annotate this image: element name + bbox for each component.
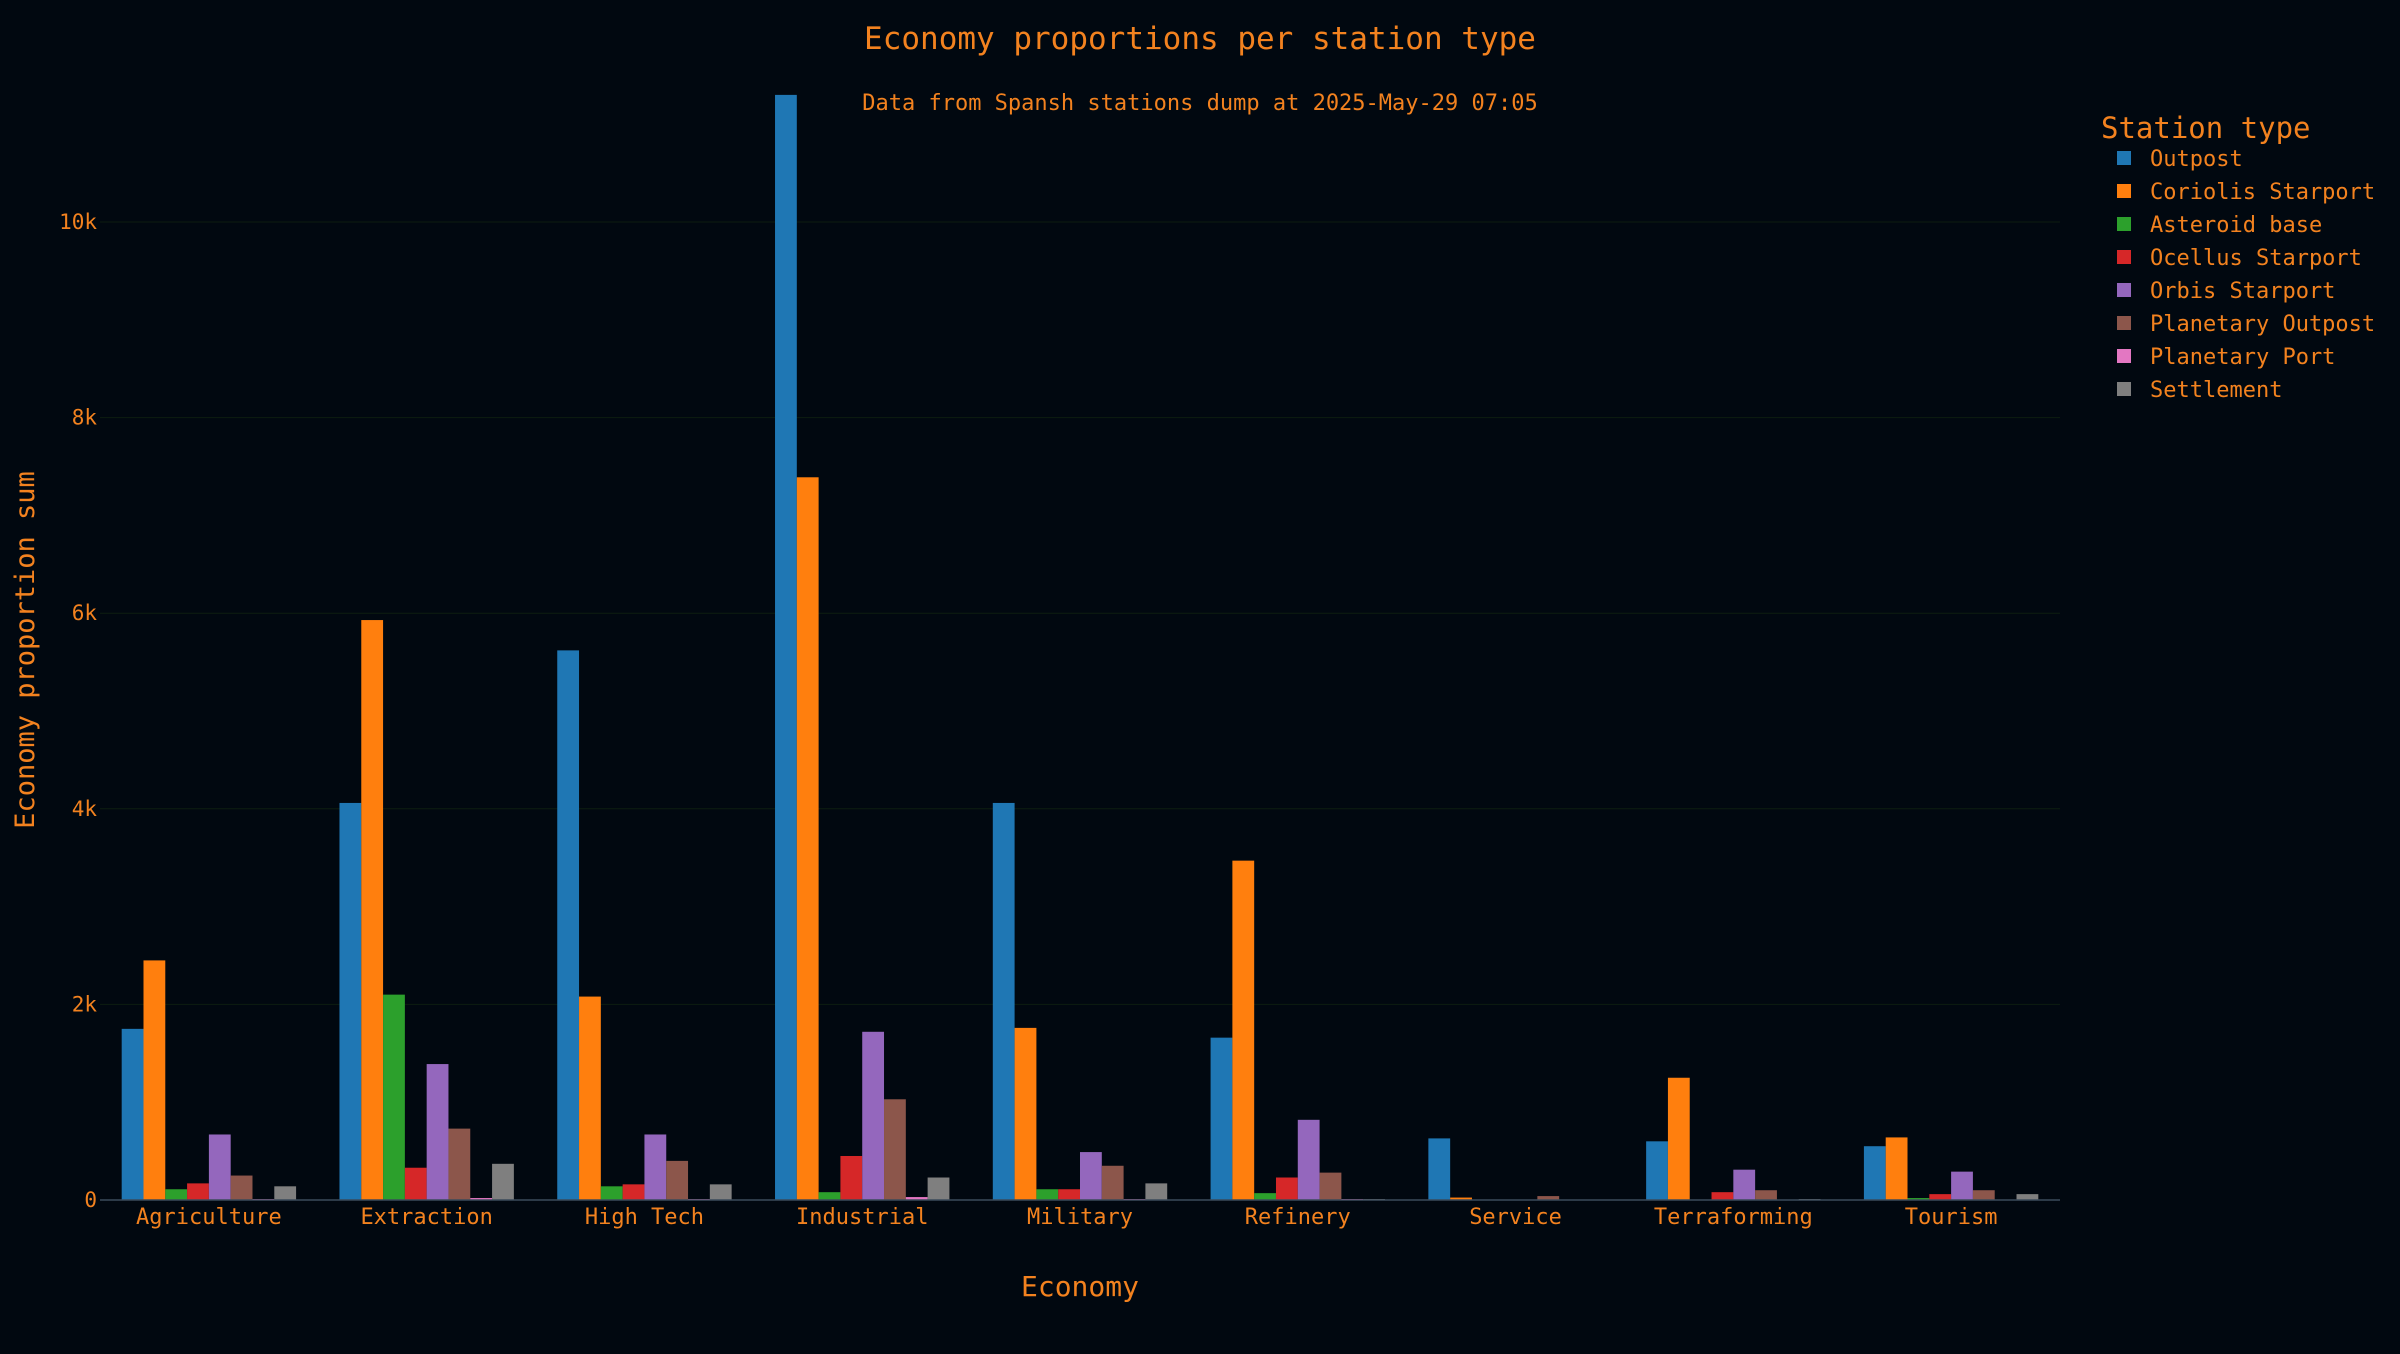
y-tick-label: 10k [59, 210, 97, 234]
legend-label: Settlement [2150, 378, 2282, 403]
legend-label: Planetary Port [2150, 345, 2335, 370]
legend-swatch [2117, 283, 2131, 297]
legend-swatch [2117, 349, 2131, 363]
x-tick-label: Extraction [360, 1205, 492, 1230]
bar-planetary-outpost-refinery [1320, 1173, 1342, 1200]
bar-coriolis-starport-industrial [797, 477, 819, 1200]
bar-planetary-outpost-agriculture [231, 1176, 253, 1200]
bar-ocellus-starport-extraction [405, 1168, 427, 1200]
bar-outpost-extraction [339, 803, 361, 1200]
plot-area: 0 2k 4k 6k 8k 10k Agriculture Extraction High Te… [59, 95, 2060, 1230]
bar-outpost-high-tech [557, 650, 579, 1200]
legend-label: Planetary Outpost [2150, 312, 2375, 337]
bar-ocellus-starport-refinery [1276, 1178, 1298, 1200]
bar-ocellus-starport-tourism [1929, 1194, 1951, 1200]
bar-coriolis-starport-extraction [361, 620, 383, 1200]
y-tick-label: 2k [72, 992, 98, 1016]
legend-swatch [2117, 217, 2131, 231]
y-axis-label: Economy proportion sum [10, 471, 41, 829]
bar-asteroid-base-extraction [383, 995, 405, 1200]
y-tick-label: 0 [84, 1188, 97, 1212]
bar-coriolis-starport-tourism [1886, 1137, 1908, 1200]
x-tick-label: Refinery [1245, 1205, 1351, 1230]
bar-planetary-outpost-tourism [1973, 1190, 1995, 1200]
x-tick-label: Tourism [1905, 1205, 1998, 1230]
bar-ocellus-starport-terraforming [1712, 1192, 1734, 1200]
bar-asteroid-base-high-tech [601, 1186, 623, 1200]
bar-planetary-outpost-military [1102, 1166, 1124, 1200]
x-tick-label: Military [1027, 1205, 1133, 1230]
legend: Outpost Coriolis Starport Asteroid base Oce… [2117, 147, 2375, 403]
bar-coriolis-starport-military [1015, 1028, 1037, 1200]
bar-outpost-service [1428, 1138, 1450, 1200]
bar-outpost-military [993, 803, 1015, 1200]
legend-label: Orbis Starport [2150, 279, 2335, 304]
bar-asteroid-base-refinery [1254, 1193, 1276, 1200]
x-tick-label: Agriculture [136, 1205, 282, 1230]
bar-orbis-starport-tourism [1951, 1172, 1973, 1200]
x-axis-label: Economy [1021, 1270, 1139, 1303]
bar-settlement-agriculture [274, 1186, 296, 1200]
y-tick-label: 8k [72, 406, 98, 430]
bar-ocellus-starport-agriculture [187, 1183, 209, 1200]
x-tick-label: Service [1469, 1205, 1562, 1230]
legend-swatch [2117, 184, 2131, 198]
legend-title: Station type [2101, 111, 2311, 145]
x-tick-label: Terraforming [1654, 1205, 1813, 1230]
bar-orbis-starport-refinery [1298, 1120, 1320, 1200]
y-tick-label: 6k [72, 601, 98, 625]
bar-planetary-outpost-extraction [448, 1129, 470, 1200]
bar-orbis-starport-agriculture [209, 1134, 231, 1200]
bar-planetary-outpost-high-tech [666, 1161, 688, 1200]
chart-subtitle: Data from Spansh stations dump at 2025-M… [862, 91, 1538, 116]
bar-outpost-agriculture [122, 1029, 144, 1200]
bar-ocellus-starport-military [1058, 1189, 1080, 1200]
bar-asteroid-base-industrial [819, 1192, 841, 1200]
bar-orbis-starport-industrial [862, 1032, 884, 1200]
y-tick-label: 4k [72, 797, 98, 821]
bar-coriolis-starport-agriculture [143, 960, 165, 1200]
bar-outpost-refinery [1211, 1038, 1233, 1200]
legend-swatch [2117, 382, 2131, 396]
bar-orbis-starport-high-tech [644, 1134, 666, 1200]
legend-swatch [2117, 316, 2131, 330]
bar-coriolis-starport-high-tech [579, 997, 601, 1200]
bar-settlement-military [1145, 1183, 1167, 1200]
x-tick-label: Industrial [796, 1205, 928, 1230]
legend-label: Asteroid base [2150, 213, 2322, 238]
bar-settlement-tourism [2017, 1194, 2039, 1200]
legend-swatch [2117, 250, 2131, 264]
bar-settlement-high-tech [710, 1184, 732, 1200]
chart-title: Economy proportions per station type [864, 21, 1536, 57]
bar-outpost-industrial [775, 95, 797, 1200]
bar-orbis-starport-military [1080, 1152, 1102, 1200]
bar-planetary-outpost-terraforming [1755, 1190, 1777, 1200]
bar-ocellus-starport-high-tech [623, 1184, 645, 1200]
bar-coriolis-starport-terraforming [1668, 1078, 1690, 1200]
bar-ocellus-starport-industrial [840, 1156, 862, 1200]
legend-label: Outpost [2150, 147, 2243, 172]
bar-orbis-starport-extraction [427, 1064, 449, 1200]
x-tick-label: High Tech [585, 1205, 704, 1230]
bar-coriolis-starport-refinery [1232, 861, 1254, 1200]
bar-planetary-outpost-industrial [884, 1099, 906, 1200]
bar-outpost-terraforming [1646, 1141, 1668, 1200]
bar-settlement-extraction [492, 1164, 514, 1200]
bar-asteroid-base-military [1036, 1189, 1058, 1200]
legend-label: Ocellus Starport [2150, 246, 2362, 271]
bar-settlement-industrial [928, 1178, 950, 1200]
bar-outpost-tourism [1864, 1146, 1886, 1200]
bar-asteroid-base-agriculture [165, 1189, 187, 1200]
legend-swatch [2117, 151, 2131, 165]
bar-orbis-starport-terraforming [1733, 1170, 1755, 1200]
legend-label: Coriolis Starport [2150, 180, 2375, 205]
